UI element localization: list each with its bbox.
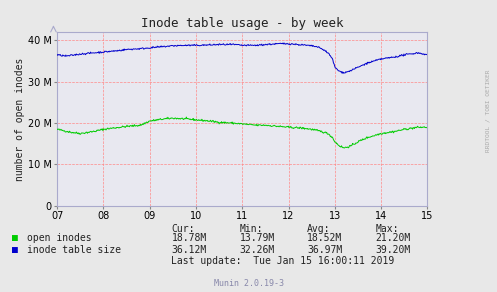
Text: RRDTOOL / TOBI OETIKER: RRDTOOL / TOBI OETIKER: [486, 70, 491, 152]
Y-axis label: number of open inodes: number of open inodes: [15, 57, 25, 181]
Text: Last update:  Tue Jan 15 16:00:11 2019: Last update: Tue Jan 15 16:00:11 2019: [171, 256, 395, 266]
Text: 32.26M: 32.26M: [240, 245, 275, 255]
Text: Min:: Min:: [240, 224, 263, 234]
Text: 39.20M: 39.20M: [375, 245, 411, 255]
Text: 21.20M: 21.20M: [375, 233, 411, 243]
Text: 18.52M: 18.52M: [307, 233, 342, 243]
Text: 36.97M: 36.97M: [307, 245, 342, 255]
Text: ■: ■: [12, 245, 18, 255]
Text: Avg:: Avg:: [307, 224, 331, 234]
Text: 36.12M: 36.12M: [171, 245, 207, 255]
Text: 18.78M: 18.78M: [171, 233, 207, 243]
Text: inode table size: inode table size: [27, 245, 121, 255]
Text: 13.79M: 13.79M: [240, 233, 275, 243]
Text: open inodes: open inodes: [27, 233, 92, 243]
Text: Max:: Max:: [375, 224, 399, 234]
Text: Munin 2.0.19-3: Munin 2.0.19-3: [214, 279, 283, 288]
Text: Cur:: Cur:: [171, 224, 195, 234]
Title: Inode table usage - by week: Inode table usage - by week: [141, 17, 343, 29]
Text: ■: ■: [12, 233, 18, 243]
